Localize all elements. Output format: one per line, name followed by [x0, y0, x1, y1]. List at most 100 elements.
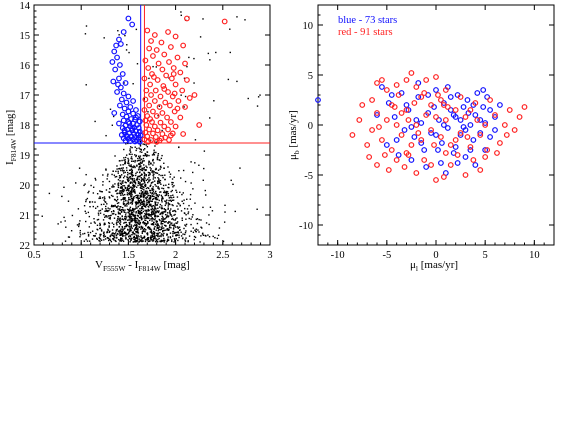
field-star-dot: [106, 178, 108, 180]
field-star-dot: [157, 177, 159, 179]
field-star-dot: [150, 208, 153, 211]
field-star-dot: [168, 197, 171, 199]
field-star-dot: [151, 181, 153, 184]
field-star-dot: [168, 211, 171, 213]
field-star-dot: [135, 227, 138, 229]
field-star-dot: [138, 220, 141, 222]
field-star-dot: [87, 191, 89, 194]
cmd-red-star: [159, 66, 166, 73]
field-star-dot: [132, 215, 135, 217]
pm-blue-star: [487, 134, 493, 140]
field-star-dot: [129, 190, 132, 193]
cmd-blue-star: [135, 125, 142, 131]
field-star-dot: [156, 241, 159, 243]
field-star-dot: [159, 179, 162, 182]
field-star-dot: [163, 229, 165, 232]
pm-blue-star: [477, 130, 484, 136]
cmd-red-star: [182, 60, 188, 67]
field-star-dot: [135, 220, 138, 222]
field-star-dot: [164, 200, 166, 202]
field-star-dot: [150, 230, 153, 233]
field-star-dot: [156, 172, 159, 174]
field-star-dot: [153, 193, 155, 195]
field-star-dot: [148, 77, 150, 80]
field-star-dot: [139, 194, 141, 197]
field-star-dot: [138, 201, 141, 203]
field-star-dot: [139, 213, 141, 216]
pm-red-star: [383, 117, 390, 123]
field-star-dot: [185, 218, 187, 220]
field-star-dot: [112, 238, 114, 240]
field-star-dot: [102, 174, 104, 176]
field-star-dot: [108, 215, 110, 217]
field-star-dot: [130, 238, 132, 240]
field-star-dot: [146, 193, 148, 195]
field-star-dot: [120, 228, 122, 230]
field-star-dot: [131, 193, 133, 196]
field-star-dot: [125, 167, 128, 169]
field-star-dot: [118, 212, 120, 214]
field-star-dot: [161, 220, 163, 222]
field-star-dot: [229, 28, 231, 30]
field-star-dot: [98, 239, 100, 242]
pm-red-star: [408, 142, 415, 148]
field-star-dot: [178, 234, 180, 236]
field-star-dot: [135, 237, 138, 239]
field-star-dot: [134, 161, 136, 163]
field-star-dot: [155, 229, 157, 231]
field-star-dot: [160, 223, 162, 225]
field-star-dot: [147, 181, 149, 184]
field-star-dot: [156, 158, 159, 161]
field-star-dot: [128, 237, 131, 240]
field-star-dot: [144, 192, 146, 195]
pm-blue-star: [492, 127, 498, 133]
field-star-dot: [164, 178, 166, 181]
cmd-y-tick-label: 20: [20, 181, 31, 192]
field-star-dot: [156, 204, 159, 206]
field-star-dot: [155, 238, 157, 240]
field-star-dot: [205, 194, 207, 196]
field-star-dot: [144, 231, 146, 233]
field-star-dot: [129, 219, 131, 221]
field-star-dot: [121, 159, 123, 162]
cmd-y-tick-label: 15: [20, 31, 31, 42]
field-star-dot: [146, 145, 149, 148]
field-star-dot: [133, 178, 135, 180]
field-star-dot: [114, 176, 116, 178]
field-star-dot: [135, 155, 137, 158]
cmd-red-star: [143, 122, 150, 128]
field-star-dot: [172, 228, 175, 230]
field-star-dot: [131, 191, 133, 193]
field-star-dot: [139, 208, 141, 210]
field-star-dot: [98, 197, 100, 200]
field-star-dot: [123, 185, 126, 187]
cmd-blue-star: [129, 21, 136, 28]
field-star-dot: [149, 219, 151, 222]
cmd-red-star: [180, 42, 187, 49]
field-star-dot: [143, 180, 146, 183]
cmd-red-star: [167, 44, 174, 50]
field-star-dot: [142, 193, 145, 195]
field-star-dot: [186, 65, 188, 68]
field-star-dot: [184, 239, 186, 241]
field-star-dot: [167, 195, 170, 197]
field-star-dot: [161, 218, 163, 220]
pm-y-tick-label: 10: [303, 21, 314, 32]
field-star-dot: [127, 219, 129, 221]
cmd-red-star: [161, 86, 168, 92]
field-star-dot: [166, 199, 168, 201]
field-star-dot: [138, 211, 140, 213]
field-star-dot: [132, 190, 135, 193]
field-star-dot: [153, 195, 155, 198]
pm-red-star: [462, 172, 469, 178]
field-star-dot: [152, 233, 155, 235]
field-star-dot: [175, 234, 177, 237]
field-star-dot: [177, 232, 180, 234]
cmd-blue-star: [125, 93, 132, 100]
field-star-dot: [142, 180, 145, 182]
field-star-dot: [151, 188, 153, 190]
cmd-x-tick-label: 0.5: [27, 250, 40, 261]
cmd-red-star: [172, 123, 179, 130]
field-star-dot: [136, 147, 138, 150]
field-star-dot: [256, 105, 259, 107]
